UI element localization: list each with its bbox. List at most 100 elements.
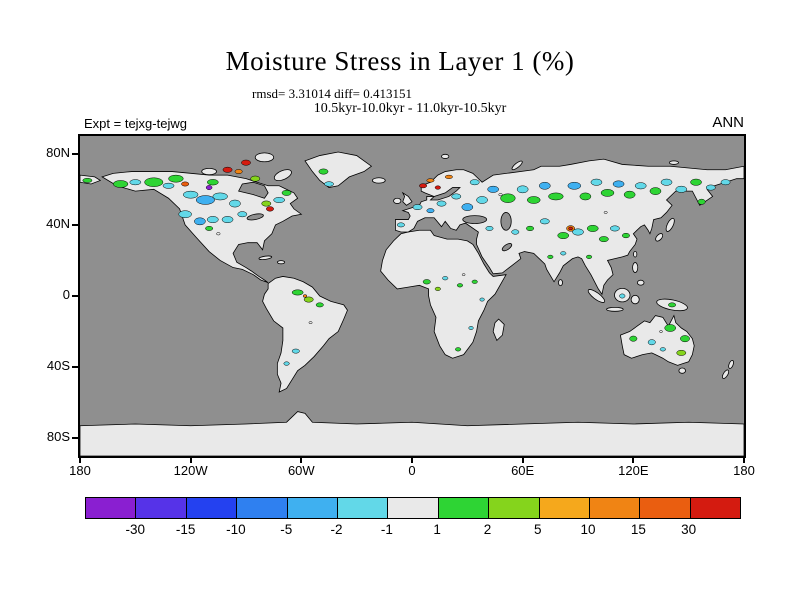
anomaly-patch [235, 169, 242, 173]
anomaly-patch [216, 233, 220, 235]
anomaly-patch [262, 201, 271, 206]
anomaly-patch [548, 193, 563, 200]
great-lakes [247, 213, 264, 222]
colorbar-tick-label: 30 [681, 522, 697, 537]
anomaly-patch [196, 196, 214, 205]
island-sumatra [586, 287, 606, 304]
colorbar-segment [538, 498, 589, 518]
anomaly-patch [427, 209, 434, 213]
anomaly-patch [442, 276, 448, 280]
anomaly-patch [452, 194, 461, 199]
island-sri-lanka [558, 280, 562, 286]
x-axis-tick [743, 458, 745, 463]
anomaly-patch [435, 287, 441, 291]
anomaly-patch [309, 322, 312, 324]
y-axis-tick [72, 437, 78, 440]
island-novaya-zemlya [511, 160, 524, 171]
y-axis-tick [72, 295, 78, 297]
anomaly-patch [413, 204, 422, 209]
anomaly-patch [587, 225, 598, 231]
anomaly-patch [303, 295, 307, 298]
anomaly-patch [284, 362, 290, 366]
anomaly-patch [558, 232, 569, 238]
colorbar-segment [639, 498, 690, 518]
anomaly-patch [457, 284, 463, 288]
hudson-bay [239, 182, 269, 198]
anomaly-patch [635, 183, 646, 189]
anomaly-patch [472, 280, 478, 284]
anomaly-patch [181, 182, 188, 186]
colorbar-tick-label: -5 [280, 522, 293, 537]
inland-seas-layer [239, 182, 513, 252]
anomaly-patch [706, 185, 715, 190]
anomaly-layer [83, 160, 730, 365]
anomaly-patch [601, 189, 614, 196]
anomaly-patch [591, 179, 602, 185]
x-axis-label: 0 [408, 463, 416, 478]
colorbar-segment [185, 498, 237, 518]
island-hispaniola [277, 261, 284, 264]
anomaly-patch [223, 167, 232, 172]
anomaly-patch [480, 298, 484, 301]
x-axis-tick [411, 458, 413, 463]
anomaly-patch [83, 178, 92, 182]
anomaly-patch [207, 216, 218, 222]
colorbar-tick-label: -30 [125, 522, 146, 537]
anomaly-patch [206, 185, 212, 189]
anomaly-patch [668, 303, 675, 307]
anomaly-patch [397, 223, 404, 227]
anomaly-patch [665, 324, 676, 331]
caspian-sea [501, 212, 511, 230]
island-madagascar [493, 319, 504, 340]
colorbar-tick-label: 5 [534, 522, 542, 537]
anomaly-patch [610, 226, 619, 231]
colorbar-segment [689, 498, 741, 518]
anomaly-patch [462, 204, 473, 211]
island-taiwan [634, 251, 637, 257]
anomaly-patch [304, 297, 313, 302]
anomaly-patch [205, 226, 212, 230]
black-sea [463, 216, 487, 224]
continent-antarctica [80, 412, 744, 456]
x-axis-tick [79, 458, 81, 463]
anomaly-patch [292, 349, 299, 353]
colorbar-segment [286, 498, 337, 518]
anomaly-patch [319, 169, 328, 174]
plot-title: Moisture Stress in Layer 1 (%) [225, 46, 575, 76]
anomaly-patch [698, 199, 705, 204]
y-axis-label: 40N [46, 215, 70, 231]
anomaly-patch [462, 274, 465, 276]
x-axis-tick [300, 458, 303, 463]
island-victoria [202, 168, 217, 174]
anomaly-patch [604, 211, 607, 213]
anomaly-patch [680, 335, 689, 341]
anomaly-patch [241, 160, 250, 165]
colorbar-tick-label: 15 [630, 522, 646, 537]
anomaly-patch [677, 350, 686, 355]
y-axis-label: 40S [46, 358, 70, 374]
colorbar-tick-label: -10 [226, 522, 246, 537]
anomaly-patch [169, 175, 184, 182]
colorbar-tick-label: 1 [433, 522, 441, 537]
anomaly-patch [569, 227, 573, 230]
anomaly-patch [648, 340, 655, 345]
y-axis-label: 80S [46, 429, 70, 445]
anomaly-patch [455, 348, 461, 352]
continent-africa [381, 230, 506, 358]
y-axis-label: 80N [46, 144, 70, 160]
island-japan-honshu [664, 217, 676, 232]
colorbar-segment [135, 498, 186, 518]
x-axis-label: 120E [618, 463, 649, 478]
anomaly-patch [501, 194, 516, 203]
world-map [78, 134, 746, 458]
anomaly-patch [539, 182, 550, 189]
colorbar-tick-label: 2 [483, 522, 492, 537]
anomaly-patch [145, 178, 163, 187]
anomaly-patch [568, 182, 581, 189]
colorbar-segment [387, 498, 438, 518]
anomaly-patch [572, 229, 583, 235]
anomaly-patch [488, 186, 499, 192]
colorbar-segment [437, 498, 489, 518]
colorbar-segment [336, 498, 388, 518]
x-axis-label: 120W [173, 463, 208, 478]
